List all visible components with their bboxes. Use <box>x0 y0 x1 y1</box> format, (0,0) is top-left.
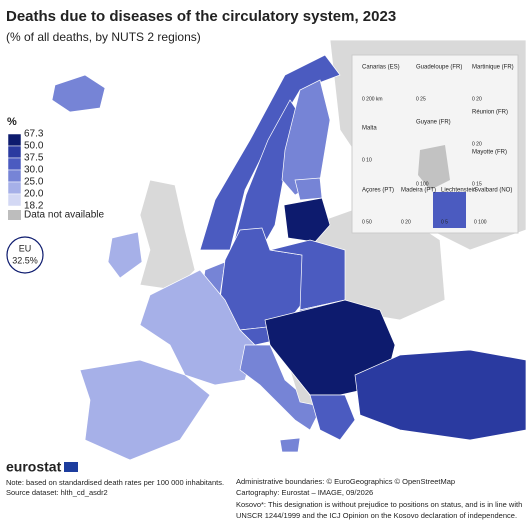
note: Note: based on standardised death rates … <box>6 478 224 487</box>
boundaries: Administrative boundaries: © EuroGeograp… <box>236 477 455 486</box>
eu-flag <box>64 462 78 472</box>
insets-panel <box>351 54 519 234</box>
legend-unit: % <box>7 116 17 128</box>
map <box>51 39 526 461</box>
inset-scale: 0 10 <box>362 157 372 163</box>
italy <box>239 344 321 431</box>
cartography: Cartography: Eurostat – IMAGE, 09/2026 <box>236 488 373 497</box>
inset-label: Guadeloupe (FR) <box>416 65 462 71</box>
finland <box>281 79 331 196</box>
source: Source dataset: hlth_cd_asdr2 <box>6 488 108 497</box>
inset-scale: 0 25 <box>416 96 426 102</box>
legend-break: 18.2 <box>24 201 44 212</box>
inset-label: Liechtenstein <box>441 188 476 194</box>
legend-swatch <box>7 181 22 195</box>
legend-break: 20.0 <box>24 189 44 200</box>
legend-swatch <box>7 145 22 159</box>
guyane-shape <box>418 145 450 190</box>
kosovo-note-1: Kosovo*: This designation is without pre… <box>236 500 522 509</box>
inset-label: Mayotte (FR) <box>472 150 507 156</box>
legend-break: 25.0 <box>24 177 44 188</box>
legend-break: 50.0 <box>24 141 44 152</box>
legend-swatch <box>7 157 22 171</box>
inset-label: Malta <box>362 126 377 132</box>
inset-scale: 0 15 <box>472 181 482 187</box>
liechtenstein-box <box>433 192 466 228</box>
iberia <box>79 359 211 461</box>
eu-value: 32.5% <box>12 255 38 265</box>
inset-label: Guyane (FR) <box>416 120 451 126</box>
legend-swatch <box>7 193 22 207</box>
inset-scale: 0 100 <box>474 219 487 225</box>
inset-label: Madeira (PT) <box>401 188 436 194</box>
inset-label: Martinique (FR) <box>472 65 514 71</box>
legend-swatch <box>7 133 22 147</box>
inset-scale: 0 20 <box>401 219 411 225</box>
inset-label: Canarias (ES) <box>362 65 400 71</box>
inset-scale: 0 20 <box>472 141 482 147</box>
legend-swatch <box>7 169 22 183</box>
norway <box>199 54 341 251</box>
legend-no-data: Data not available <box>24 210 104 221</box>
inset-label: Svalbard (NO) <box>474 188 512 194</box>
estonia <box>294 177 323 201</box>
legend-swatch-na <box>8 210 21 220</box>
inset-label: Açores (PT) <box>362 188 394 194</box>
france <box>139 269 256 386</box>
title: Deaths due to diseases of the circulator… <box>6 8 396 25</box>
inset-labels: Canarias (ES) 0 200 km Guadeloupe (FR) 0 25… <box>362 65 514 226</box>
iceland <box>51 74 106 113</box>
sicily <box>279 437 301 453</box>
turkey <box>354 349 526 441</box>
inset-scale: 0 100 <box>416 181 429 187</box>
eu-badge <box>6 236 44 274</box>
legend-break: 37.5 <box>24 153 44 164</box>
inset-scale: 0 200 km <box>362 96 383 102</box>
kosovo-note-2: UNSCR 1244/1999 and the ICJ Opinion on t… <box>236 511 517 520</box>
eu-label: EU <box>19 243 32 253</box>
legend-break: 67.3 <box>24 129 44 140</box>
baltics <box>283 197 331 243</box>
inset-label: Réunion (FR) <box>472 110 508 116</box>
legend-break: 30.0 <box>24 165 44 176</box>
greece <box>309 394 356 441</box>
ireland <box>107 231 143 279</box>
logo: eurostat <box>6 459 62 475</box>
inset-scale: 0 50 <box>362 219 372 225</box>
inset-scale: 0 5 <box>441 219 448 225</box>
inset-scale: 0 20 <box>472 96 482 102</box>
subtitle: (% of all deaths, by NUTS 2 regions) <box>6 30 201 44</box>
